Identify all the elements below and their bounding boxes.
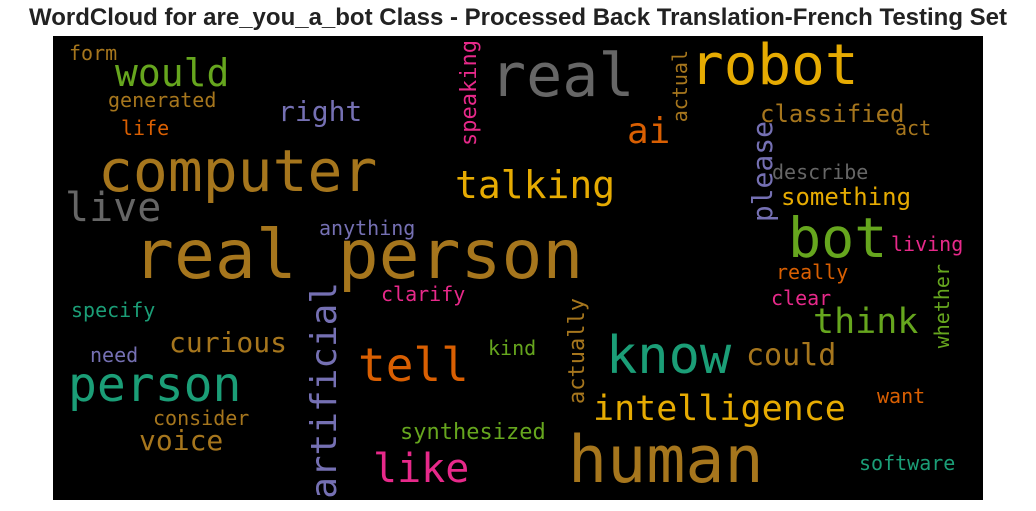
word-know: know [606, 326, 732, 386]
word-actually: actually [565, 298, 590, 404]
word-ai: ai [627, 111, 671, 152]
word-would: would [115, 51, 230, 95]
word-live: live [65, 185, 162, 231]
word-want: want [877, 384, 926, 408]
word-clear: clear [771, 286, 832, 310]
word-kind: kind [488, 336, 537, 360]
word-something: something [781, 183, 912, 211]
word-actual: actual [668, 50, 692, 123]
word-robot: robot [690, 36, 859, 98]
word-computer: computer [98, 137, 378, 205]
word-form: form [69, 41, 118, 65]
word-intelligence: intelligence [593, 389, 846, 429]
word-bot: bot [788, 206, 888, 270]
chart-title: WordCloud for are_you_a_bot Class - Proc… [28, 4, 1008, 31]
word-act: act [895, 116, 932, 140]
word-classified: classified [760, 100, 905, 128]
word-tell: tell [358, 338, 469, 392]
word-anything: anything [319, 216, 416, 240]
word-speaking: speaking [457, 40, 482, 146]
word-cloud-canvas: real person human computer robot real know per… [53, 36, 983, 500]
word-person: person [68, 357, 242, 413]
word-specify: specify [71, 298, 156, 322]
word-artificial: artificial [304, 282, 345, 499]
word-whether: whether [930, 264, 954, 349]
word-human: human [568, 423, 764, 498]
word-need: need [90, 343, 139, 367]
word-curious: curious [169, 326, 288, 359]
word-life: life [121, 116, 170, 140]
word-talking: talking [455, 163, 616, 207]
word-living: living [891, 232, 964, 256]
word-software: software [859, 451, 956, 475]
word-real-person: real person [133, 216, 584, 295]
word-could: could [746, 338, 837, 373]
word-really: really [776, 260, 849, 284]
word-right: right [278, 95, 363, 128]
word-describe: describe [772, 160, 869, 184]
word-voice: voice [139, 424, 224, 457]
word-synthesized: synthesized [400, 420, 546, 445]
word-clarify: clarify [381, 282, 466, 306]
word-generated: generated [108, 88, 217, 112]
word-consider: consider [153, 406, 250, 430]
word-think: think [813, 302, 919, 342]
word-real: real [490, 41, 635, 111]
word-like: like [373, 446, 470, 492]
